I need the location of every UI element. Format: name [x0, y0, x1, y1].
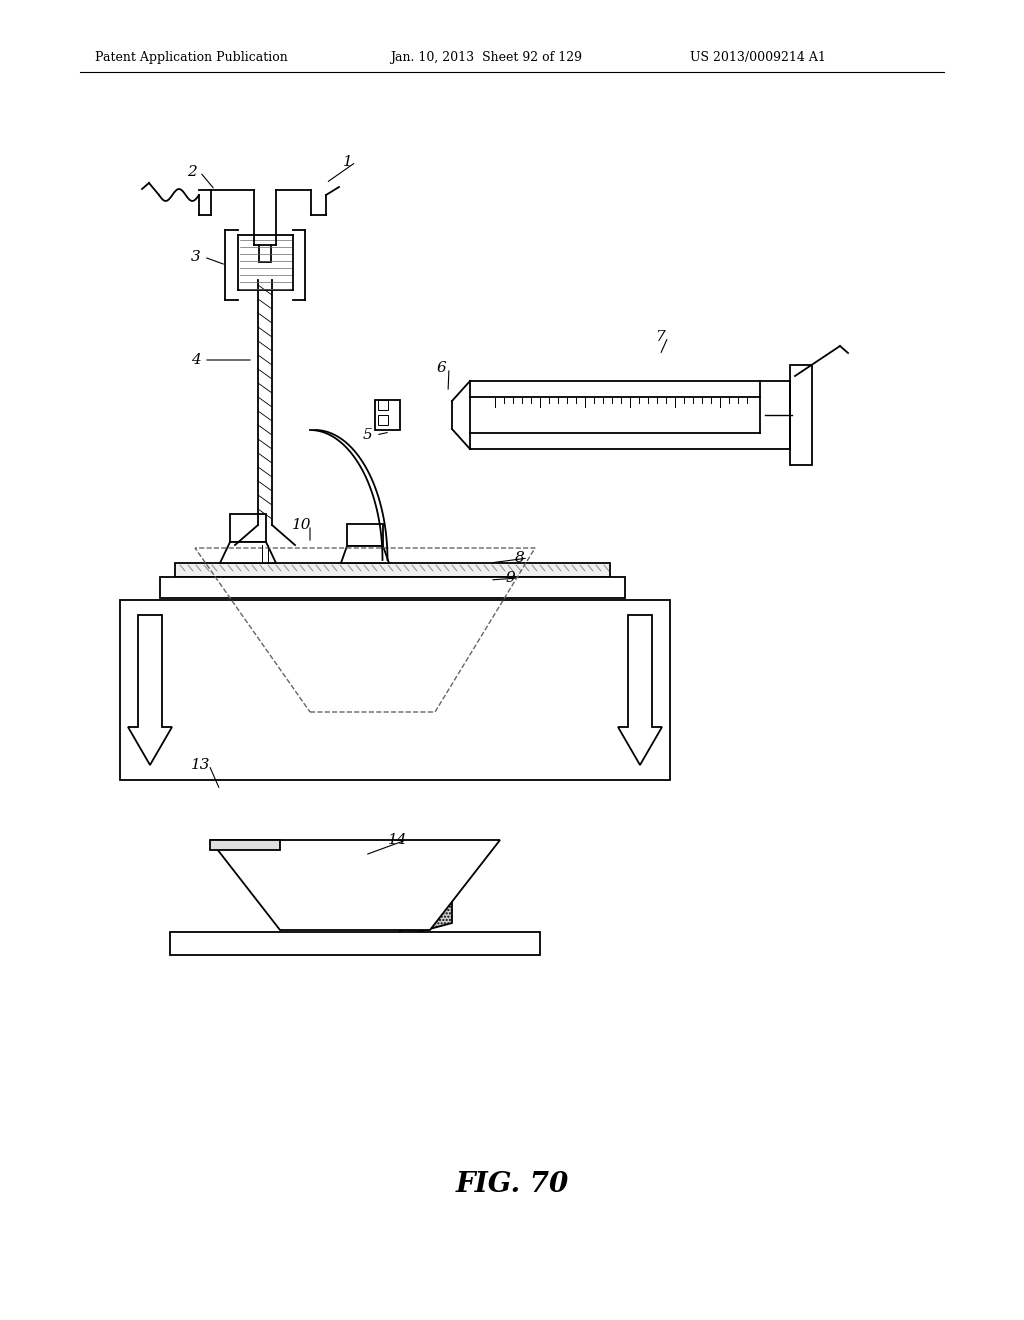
Polygon shape	[220, 543, 276, 564]
Bar	[790, 366, 812, 465]
Bar	[347, 524, 383, 546]
Bar	[375, 400, 400, 430]
Bar	[378, 400, 388, 411]
Text: 9: 9	[505, 572, 515, 585]
Bar	[230, 513, 266, 543]
Text: 2: 2	[187, 165, 197, 180]
Text: 7: 7	[655, 330, 665, 345]
Text: 5: 5	[364, 428, 373, 442]
Text: Patent Application Publication: Patent Application Publication	[95, 51, 288, 65]
Polygon shape	[618, 615, 662, 766]
Text: 4: 4	[191, 352, 201, 367]
Polygon shape	[400, 873, 452, 937]
Polygon shape	[341, 546, 389, 564]
Text: 6: 6	[436, 360, 445, 375]
Bar	[170, 932, 540, 954]
Text: 14: 14	[388, 833, 408, 847]
Bar	[120, 601, 670, 780]
Bar	[160, 577, 625, 598]
Polygon shape	[210, 840, 500, 931]
Text: 3: 3	[191, 249, 201, 264]
Text: 8: 8	[515, 550, 525, 565]
Bar	[378, 414, 388, 425]
Text: 1: 1	[343, 154, 353, 169]
Bar	[210, 840, 280, 850]
Polygon shape	[128, 615, 172, 766]
Text: 13: 13	[191, 758, 211, 772]
Text: US 2013/0009214 A1: US 2013/0009214 A1	[690, 51, 826, 65]
Bar	[175, 564, 610, 577]
Text: Jan. 10, 2013  Sheet 92 of 129: Jan. 10, 2013 Sheet 92 of 129	[390, 51, 582, 65]
Text: 10: 10	[292, 517, 311, 532]
Text: FIG. 70: FIG. 70	[456, 1172, 568, 1199]
Bar	[259, 246, 271, 261]
